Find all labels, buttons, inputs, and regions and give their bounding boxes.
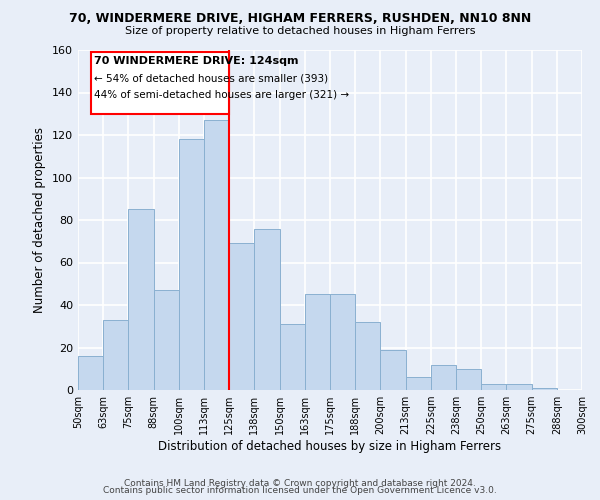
Text: 70 WINDERMERE DRIVE: 124sqm: 70 WINDERMERE DRIVE: 124sqm [94, 56, 299, 66]
Bar [229, 244, 254, 390]
Bar [380, 350, 406, 390]
Bar [179, 139, 204, 390]
X-axis label: Distribution of detached houses by size in Higham Ferrers: Distribution of detached houses by size … [158, 440, 502, 453]
Bar [431, 364, 456, 390]
Bar [532, 388, 557, 390]
Text: Contains public sector information licensed under the Open Government Licence v3: Contains public sector information licen… [103, 486, 497, 495]
Text: Contains HM Land Registry data © Crown copyright and database right 2024.: Contains HM Land Registry data © Crown c… [124, 478, 476, 488]
Bar [330, 294, 355, 390]
Text: ← 54% of detached houses are smaller (393): ← 54% of detached houses are smaller (39… [94, 74, 329, 84]
Text: Size of property relative to detached houses in Higham Ferrers: Size of property relative to detached ho… [125, 26, 475, 36]
Bar [78, 356, 103, 390]
Y-axis label: Number of detached properties: Number of detached properties [34, 127, 46, 313]
Bar [128, 210, 154, 390]
Bar [280, 324, 305, 390]
Bar [154, 290, 179, 390]
Bar [204, 120, 229, 390]
Bar [456, 369, 481, 390]
Bar [506, 384, 532, 390]
FancyBboxPatch shape [91, 52, 229, 114]
Text: 70, WINDERMERE DRIVE, HIGHAM FERRERS, RUSHDEN, NN10 8NN: 70, WINDERMERE DRIVE, HIGHAM FERRERS, RU… [69, 12, 531, 26]
Bar [355, 322, 380, 390]
Bar [305, 294, 330, 390]
Bar [254, 228, 280, 390]
Text: 44% of semi-detached houses are larger (321) →: 44% of semi-detached houses are larger (… [94, 90, 350, 101]
Bar [406, 378, 431, 390]
Bar [103, 320, 128, 390]
Bar [481, 384, 506, 390]
